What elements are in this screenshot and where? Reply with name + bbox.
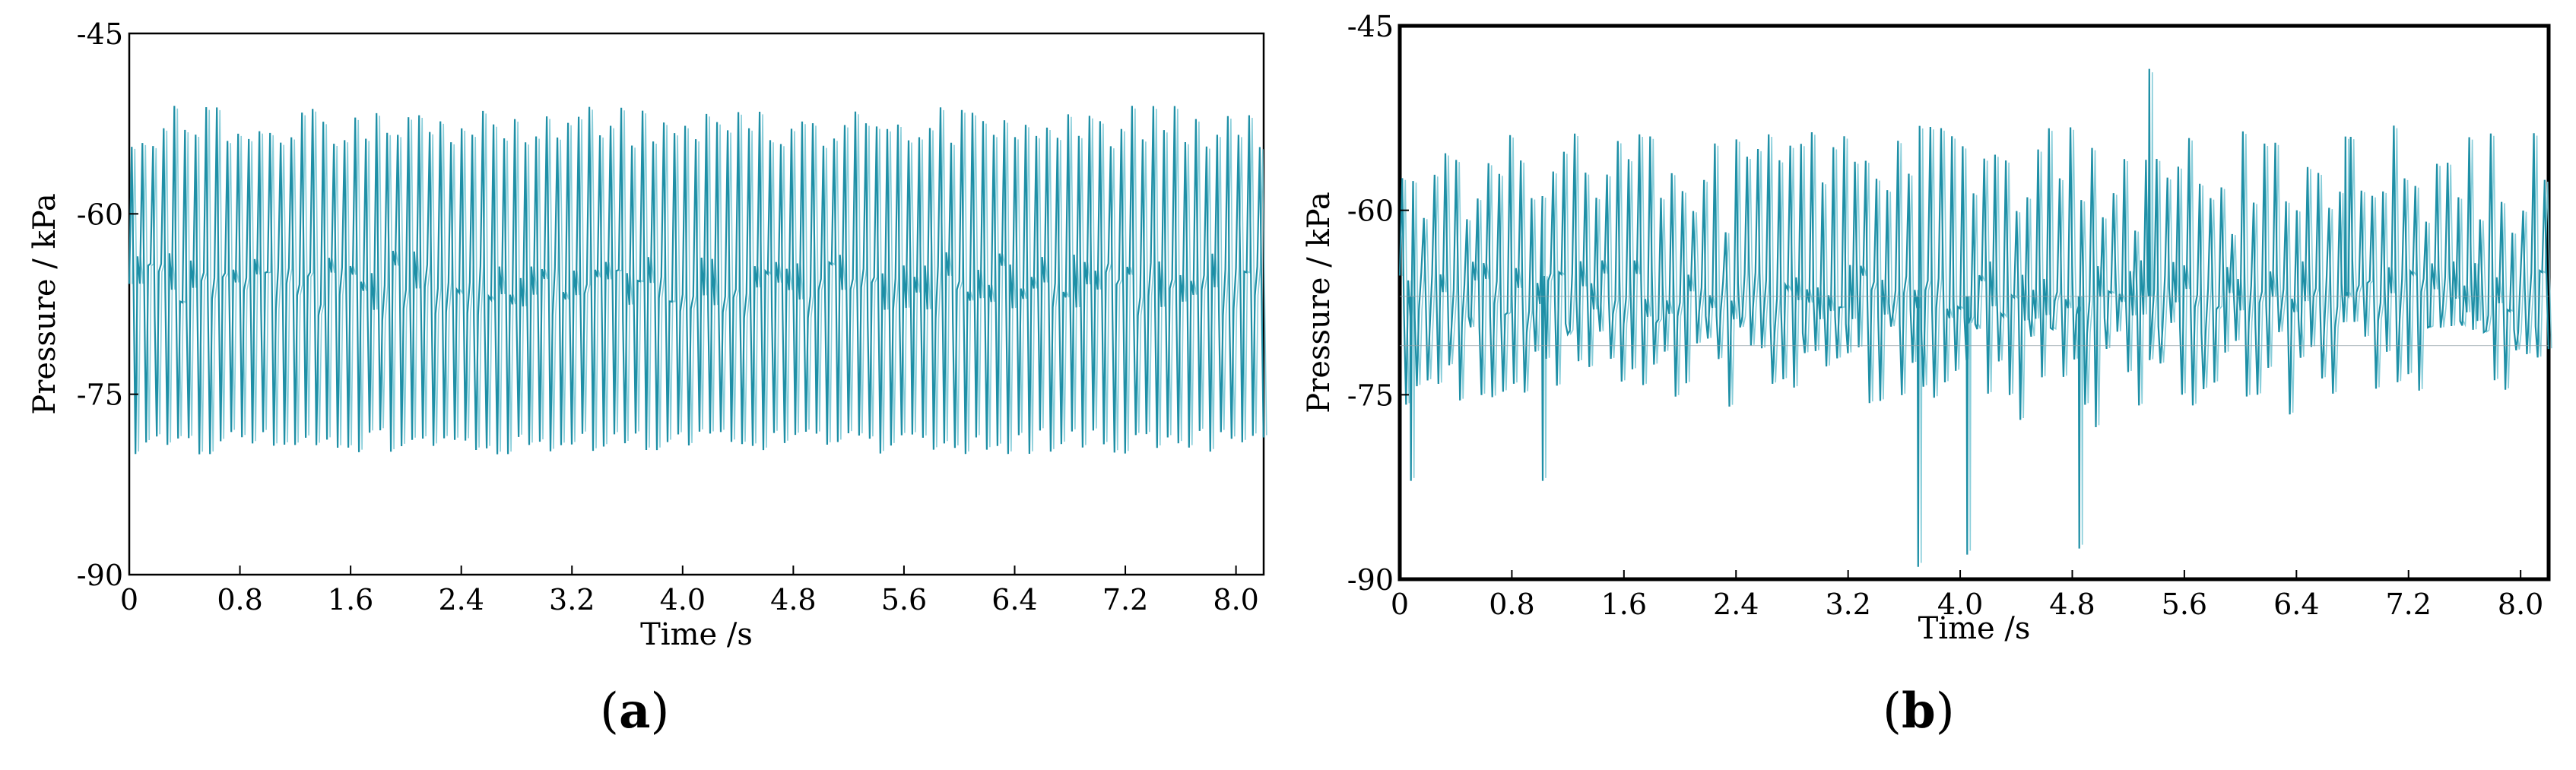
plot-frame (128, 32, 1265, 576)
y-tick-label: -90 (1347, 563, 1394, 597)
y-tick-label: -45 (1347, 10, 1394, 43)
y-tick-label: -90 (77, 559, 123, 592)
x-tick-label: 3.2 (549, 583, 595, 616)
x-tick-label: 0.8 (1489, 588, 1534, 621)
x-tick-label: 3.2 (1825, 588, 1870, 621)
x-tick-label: 4.8 (2049, 588, 2095, 621)
plot-frame (1397, 24, 2551, 581)
series-line (128, 106, 1264, 455)
y-tick-label: -45 (77, 17, 123, 51)
chart-b: 0 0.8 1.6 2.4 3.2 4.0 4.8 5.6 6.4 7.2 8.0 -45 -60 -75… (1302, 10, 2552, 646)
x-tick-label: 2.4 (1713, 588, 1759, 621)
chart-a: 0 0.8 1.6 2.4 3.2 4.0 4.8 5.6 6.4 7.2 8.0 -45 -60 -75… (27, 17, 1267, 652)
x-tick-label: 2.4 (438, 583, 484, 616)
y-tick-label: -75 (1347, 379, 1394, 412)
y-tick-label: -60 (1347, 195, 1394, 228)
y-axis-label: Pressure / kPa (27, 193, 62, 414)
x-tick-label: 8.0 (1213, 583, 1258, 616)
x-tick-label: 5.6 (881, 583, 927, 616)
x-tick-label: 4.0 (1937, 588, 1983, 621)
x-tick-label: 6.4 (991, 583, 1037, 616)
x-axis-label: Time /s (1918, 611, 2031, 646)
panel-caption-b: (b) (1883, 683, 1955, 740)
x-tick-label: 1.6 (328, 583, 373, 616)
x-tick-label: 7.2 (1102, 583, 1148, 616)
y-axis-label: Pressure / kPa (1302, 192, 1337, 413)
x-tick-label: 8.0 (2498, 588, 2543, 621)
x-tick-label: 1.6 (1601, 588, 1647, 621)
x-tick-label: 6.4 (2273, 588, 2319, 621)
x-axis-label: Time /s (640, 617, 753, 652)
y-tick-label: -60 (77, 198, 123, 231)
x-tick-label: 0 (1391, 588, 1409, 621)
x-tick-label: 4.8 (770, 583, 816, 616)
x-tick-label: 5.6 (2162, 588, 2207, 621)
y-tick-label: -75 (77, 379, 123, 412)
x-tick-label: 7.2 (2386, 588, 2432, 621)
series-line-light (1402, 72, 2552, 563)
x-tick-label: 4.0 (660, 583, 706, 616)
x-tick-label: 0.8 (217, 583, 262, 616)
series-line (1398, 68, 2549, 567)
panel-caption-a: (a) (600, 683, 670, 740)
x-tick-label: 0 (120, 583, 138, 616)
